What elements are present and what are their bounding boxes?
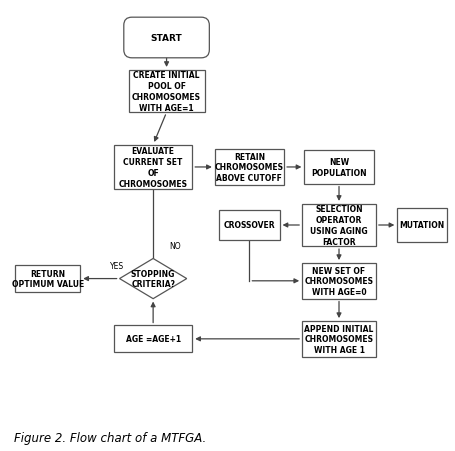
Text: EVALUATE
CURRENT SET
OF
CHROMOSOMES: EVALUATE CURRENT SET OF CHROMOSOMES bbox=[118, 147, 187, 188]
Text: NEW SET OF
CHROMOSOMES
WITH AGE=0: NEW SET OF CHROMOSOMES WITH AGE=0 bbox=[304, 266, 373, 296]
Bar bbox=[114, 326, 192, 352]
Text: Figure 2. Flow chart of a MTFGA.: Figure 2. Flow chart of a MTFGA. bbox=[14, 431, 206, 444]
Text: CREATE INITIAL
POOL OF
CHROMOSOMES
WITH AGE=1: CREATE INITIAL POOL OF CHROMOSOMES WITH … bbox=[132, 71, 201, 112]
Bar bbox=[214, 150, 283, 185]
Text: NO: NO bbox=[169, 241, 181, 250]
Bar bbox=[303, 151, 373, 184]
Text: CROSSOVER: CROSSOVER bbox=[223, 221, 275, 230]
Bar bbox=[396, 209, 445, 242]
FancyBboxPatch shape bbox=[123, 18, 209, 59]
Text: YES: YES bbox=[110, 261, 124, 270]
Bar bbox=[219, 211, 279, 240]
Bar bbox=[128, 71, 204, 113]
Bar bbox=[114, 145, 192, 190]
Bar bbox=[301, 321, 375, 357]
Bar bbox=[301, 204, 375, 247]
Text: MUTATION: MUTATION bbox=[399, 221, 444, 230]
Text: AGE =AGE+1: AGE =AGE+1 bbox=[125, 335, 180, 344]
Text: STOPPING
CRITERIA?: STOPPING CRITERIA? bbox=[131, 269, 175, 289]
Text: NEW
POPULATION: NEW POPULATION bbox=[310, 158, 366, 177]
Bar bbox=[301, 263, 375, 299]
Text: RETAIN
CHROMOSOMES
ABOVE CUTOFF: RETAIN CHROMOSOMES ABOVE CUTOFF bbox=[214, 152, 283, 183]
Text: APPEND INITIAL
CHROMOSOMES
WITH AGE 1: APPEND INITIAL CHROMOSOMES WITH AGE 1 bbox=[303, 324, 373, 354]
Bar bbox=[15, 266, 80, 292]
Text: SELECTION
OPERATOR
USING AGING
FACTOR: SELECTION OPERATOR USING AGING FACTOR bbox=[309, 205, 367, 246]
Polygon shape bbox=[119, 259, 186, 299]
Text: RETURN
OPTIMUM VALUE: RETURN OPTIMUM VALUE bbox=[12, 269, 84, 289]
Text: START: START bbox=[150, 34, 182, 43]
